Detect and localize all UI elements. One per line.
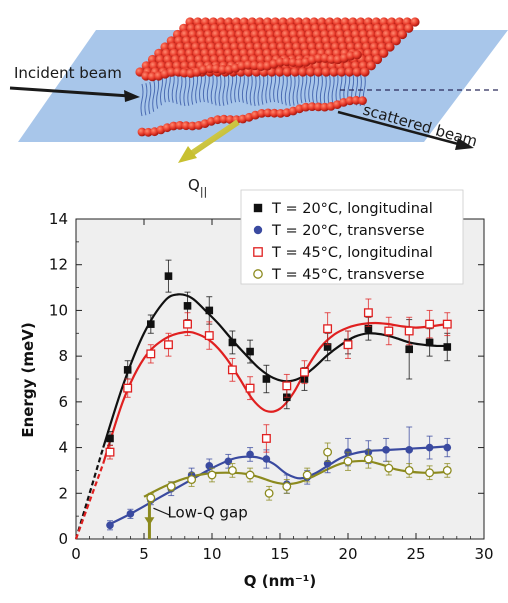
x-tick-label: 20 [338, 545, 357, 563]
series-t-45-c-longitudinal [105, 298, 452, 460]
fit-curve-dashed-t-45-c-longitudinal [74, 463, 105, 540]
data-point-t-20-c-transverse [262, 449, 271, 469]
data-point-t-20-c-longitudinal [228, 330, 237, 355]
legend-label: T = 20°C, longitudinal [271, 201, 433, 217]
data-point-t-20-c-transverse [443, 437, 452, 458]
data-point-t-45-c-longitudinal [123, 378, 133, 398]
scattered-beam-arrow [337, 110, 474, 150]
axis-ticks [75, 218, 485, 540]
y-axis-label: Energy (meV) [19, 322, 37, 437]
data-point-t-20-c-transverse [425, 435, 434, 460]
legend: T = 20°C, longitudinal T = 20°C, transver… [240, 189, 464, 285]
y-tick-label: 12 [49, 256, 68, 274]
legend-item-t-45-c-longitudinal: T = 45°C, longitudinal [253, 245, 433, 261]
lipid-tails [140, 69, 366, 117]
data-point-t-20-c-longitudinal [205, 296, 214, 325]
data-point-t-45-c-longitudinal [425, 309, 435, 339]
y-tick-label: 2 [58, 484, 68, 502]
data-point-t-45-c-transverse [166, 481, 176, 492]
x-tick-label: 25 [406, 545, 425, 563]
data-point-t-45-c-longitudinal [363, 298, 373, 327]
low-q-gap-label: Low-Q gap [167, 504, 247, 522]
gap-pointer [153, 507, 170, 516]
data-point-t-20-c-transverse [246, 447, 254, 462]
data-point-t-45-c-transverse [264, 485, 274, 501]
data-point-t-20-c-transverse [106, 520, 114, 531]
data-point-t-45-c-transverse [282, 479, 292, 494]
incident-beam-label: Incident beam [14, 64, 122, 82]
q-parallel-label: Q|| [188, 176, 207, 198]
legend-item-t-45-c-transverse: T = 45°C, transverse [253, 267, 425, 283]
data-point-t-45-c-transverse [343, 451, 353, 471]
data-point-t-45-c-longitudinal [300, 360, 309, 385]
y-tick-label: 10 [49, 301, 68, 319]
legend-label: T = 45°C, transverse [271, 267, 425, 283]
data-point-t-45-c-transverse [207, 467, 217, 483]
x-tick-label: 5 [139, 545, 149, 563]
data-point-t-45-c-longitudinal [146, 344, 156, 364]
data-point-t-45-c-longitudinal [442, 312, 452, 337]
data-point-t-45-c-transverse [323, 442, 333, 462]
incident-beam-arrow [9, 86, 140, 102]
x-tick-label: 0 [71, 545, 81, 563]
y-tick-label: 6 [58, 393, 68, 411]
fit-curve-dashed-t-20-c-longitudinal [74, 447, 105, 540]
data-point-t-45-c-transverse [363, 449, 373, 469]
data-point-t-45-c-transverse [442, 463, 452, 478]
scattering-diagram: Incident beam scattered beam Q|| [9, 17, 508, 198]
data-point-t-45-c-transverse [187, 472, 197, 487]
tick-labels: 0 5 10 15 20 25 30 0 2 4 6 8 10 12 14 [49, 210, 494, 563]
gap-arrowhead [144, 517, 155, 526]
low-q-gap-annotation: Low-Q gap [144, 502, 248, 539]
data-point-t-20-c-longitudinal [164, 259, 173, 293]
data-point-t-45-c-longitudinal [343, 330, 353, 359]
data-point-t-45-c-longitudinal [404, 316, 414, 346]
x-tick-label: 30 [474, 545, 493, 563]
data-point-t-45-c-transverse [384, 460, 394, 476]
data-point-t-45-c-transverse [404, 463, 414, 478]
data-point-t-20-c-longitudinal [147, 314, 155, 334]
q-parallel-arrow [178, 119, 240, 163]
data-point-t-45-c-longitudinal [261, 424, 271, 453]
legend-item-t-20-c-transverse: T = 20°C, transverse [253, 223, 425, 239]
data-point-t-45-c-transverse [146, 492, 156, 503]
data-point-t-45-c-longitudinal [227, 357, 237, 382]
data-point-t-45-c-transverse [302, 467, 312, 483]
data-point-t-45-c-transverse [227, 463, 237, 478]
data-point-t-45-c-longitudinal [384, 316, 394, 346]
legend-box [240, 189, 464, 285]
x-tick-label: 15 [270, 545, 289, 563]
fit-curve-t-45-c-longitudinal [102, 321, 448, 464]
lipid-membrane [135, 17, 420, 137]
data-point-t-45-c-transverse [425, 465, 435, 481]
data-point-t-45-c-longitudinal [183, 312, 192, 337]
legend-item-t-20-c-longitudinal: T = 20°C, longitudinal [253, 201, 433, 217]
data-point-t-45-c-transverse [245, 467, 255, 483]
y-tick-label: 4 [58, 439, 68, 457]
legend-label: T = 20°C, transverse [271, 223, 425, 239]
data-point-t-20-c-longitudinal [262, 364, 271, 394]
x-tick-label: 10 [202, 545, 221, 563]
data-point-t-45-c-longitudinal [245, 376, 255, 401]
data-point-t-20-c-longitudinal [246, 339, 254, 364]
x-axis-label: Q (nm⁻¹) [244, 572, 316, 590]
data-point-t-20-c-transverse [382, 437, 390, 462]
y-tick-label: 14 [49, 210, 68, 228]
data-point-t-45-c-longitudinal [164, 332, 173, 357]
legend-label: T = 45°C, longitudinal [271, 245, 433, 261]
data-point-t-45-c-longitudinal [105, 444, 115, 460]
data-point-t-45-c-longitudinal [323, 312, 333, 346]
data-points [105, 259, 452, 531]
lipid-heads [135, 17, 420, 137]
series-t-45-c-transverse [146, 442, 452, 503]
data-point-t-45-c-longitudinal [204, 321, 214, 350]
data-point-t-45-c-longitudinal [282, 373, 292, 398]
data-point-t-20-c-transverse [126, 508, 135, 519]
y-tick-label: 0 [58, 530, 68, 548]
y-tick-label: 8 [58, 347, 68, 365]
chart: 0 5 10 15 20 25 30 0 2 4 6 8 10 12 14 Q (nm⁻¹) Energy … [19, 189, 494, 590]
